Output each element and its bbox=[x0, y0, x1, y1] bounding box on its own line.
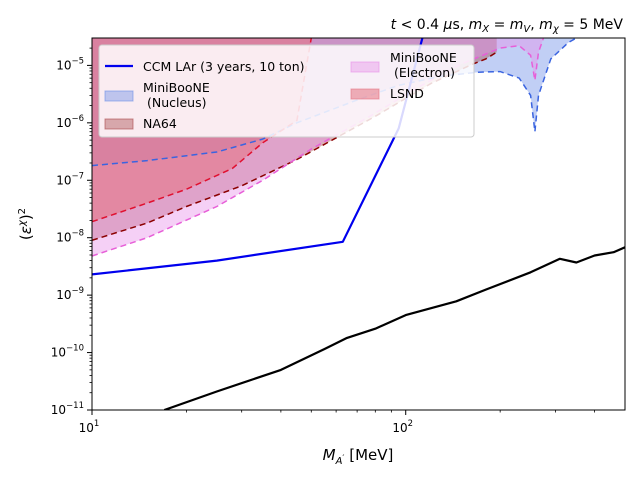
y-tick-label: 10−10 bbox=[51, 344, 84, 360]
legend-swatch-na64 bbox=[104, 118, 134, 130]
x-axis-label: MA′ [MeV] bbox=[323, 446, 394, 467]
y-tick-label: 10−5 bbox=[56, 56, 84, 72]
y-tick-label: 10−8 bbox=[56, 229, 84, 245]
line-series-1 bbox=[163, 246, 625, 410]
legend-swatch-miniboone-electron bbox=[350, 61, 380, 73]
y-tick-label: 10−9 bbox=[56, 286, 84, 302]
boundary-na64 bbox=[92, 51, 498, 242]
y-axis-label: (εχ)2 bbox=[17, 208, 35, 240]
legend-label-miniboone-nucleus: MiniBooNE (Nucleus) bbox=[143, 80, 210, 110]
y-tick-label: 10−7 bbox=[56, 171, 84, 187]
legend-frame bbox=[98, 44, 475, 138]
boundary-miniboone-nucleus bbox=[92, 38, 577, 167]
legend-label-lsnd: LSND bbox=[390, 86, 424, 101]
legend-swatch-miniboone-nucleus bbox=[104, 90, 134, 102]
legend-label-na64: NA64 bbox=[143, 116, 177, 131]
chart-title: t < 0.4 μs, mX = mV, mχ = 5 MeV bbox=[391, 17, 624, 35]
legend-label-miniboone-electron: MiniBooNE (Electron) bbox=[390, 50, 457, 80]
legend: CCM LAr (3 years, 10 ton) MiniBooNE (Nuc… bbox=[98, 44, 475, 138]
x-tick-label: 102 bbox=[392, 419, 413, 435]
y-tick-label: 10−6 bbox=[56, 114, 84, 130]
legend-label-ccm: CCM LAr (3 years, 10 ton) bbox=[143, 59, 305, 74]
y-tick-label: 10−11 bbox=[51, 401, 84, 417]
legend-swatch-lsnd bbox=[350, 88, 380, 100]
plot-frame bbox=[91, 37, 626, 411]
x-tick-label: 101 bbox=[79, 419, 100, 435]
